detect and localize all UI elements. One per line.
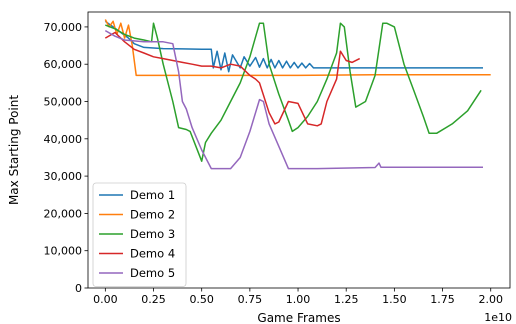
series-line-1 [104, 20, 483, 73]
x-axis-offset-label: 1e10 [484, 311, 512, 324]
y-tick-label: 0 [75, 282, 82, 295]
y-tick-label: 10,000 [44, 245, 83, 258]
plot-frame [87, 11, 511, 289]
x-tick-label: 2.00 [478, 293, 503, 306]
y-tick-label: 50,000 [44, 96, 83, 109]
series-line-4 [104, 31, 361, 127]
y-tick-label: 20,000 [44, 207, 83, 220]
legend-label: Demo 1 [130, 188, 175, 202]
series-lines [104, 19, 491, 170]
x-tick-label: 1.00 [286, 293, 311, 306]
series-line-5 [104, 29, 483, 170]
y-tick-label: 40,000 [44, 133, 83, 146]
legend: Demo 1 Demo 2 Demo 3 Demo 4 Demo 5 [92, 182, 187, 287]
x-tick-label: 1.75 [430, 293, 455, 306]
x-tick-label: 0.25 [141, 293, 166, 306]
legend-label: Demo 2 [130, 208, 175, 222]
y-axis-label: Max Starting Point [7, 95, 21, 205]
legend-label: Demo 5 [130, 266, 175, 280]
series-line-3 [105, 22, 482, 162]
y-axis-ticks: 0 10,000 20,000 30,000 40,000 50,000 60,000 70,… [44, 21, 88, 295]
y-tick-label: 70,000 [44, 21, 83, 34]
series-line-2 [104, 19, 491, 77]
x-axis-label: Game Frames [257, 311, 340, 324]
x-axis-ticks: 0.00 0.25 0.50 0.75 1.00 1.25 1.50 1.75 2.00 [93, 288, 503, 306]
x-tick-label: 0.00 [93, 293, 118, 306]
legend-box [92, 182, 187, 287]
y-tick-label: 30,000 [44, 170, 83, 183]
legend-label: Demo 3 [130, 227, 175, 241]
legend-label: Demo 4 [130, 247, 175, 261]
x-tick-label: 0.50 [189, 293, 214, 306]
x-tick-label: 0.75 [238, 293, 263, 306]
x-tick-label: 1.50 [382, 293, 407, 306]
y-tick-label: 60,000 [44, 58, 83, 71]
x-tick-label: 1.25 [334, 293, 359, 306]
